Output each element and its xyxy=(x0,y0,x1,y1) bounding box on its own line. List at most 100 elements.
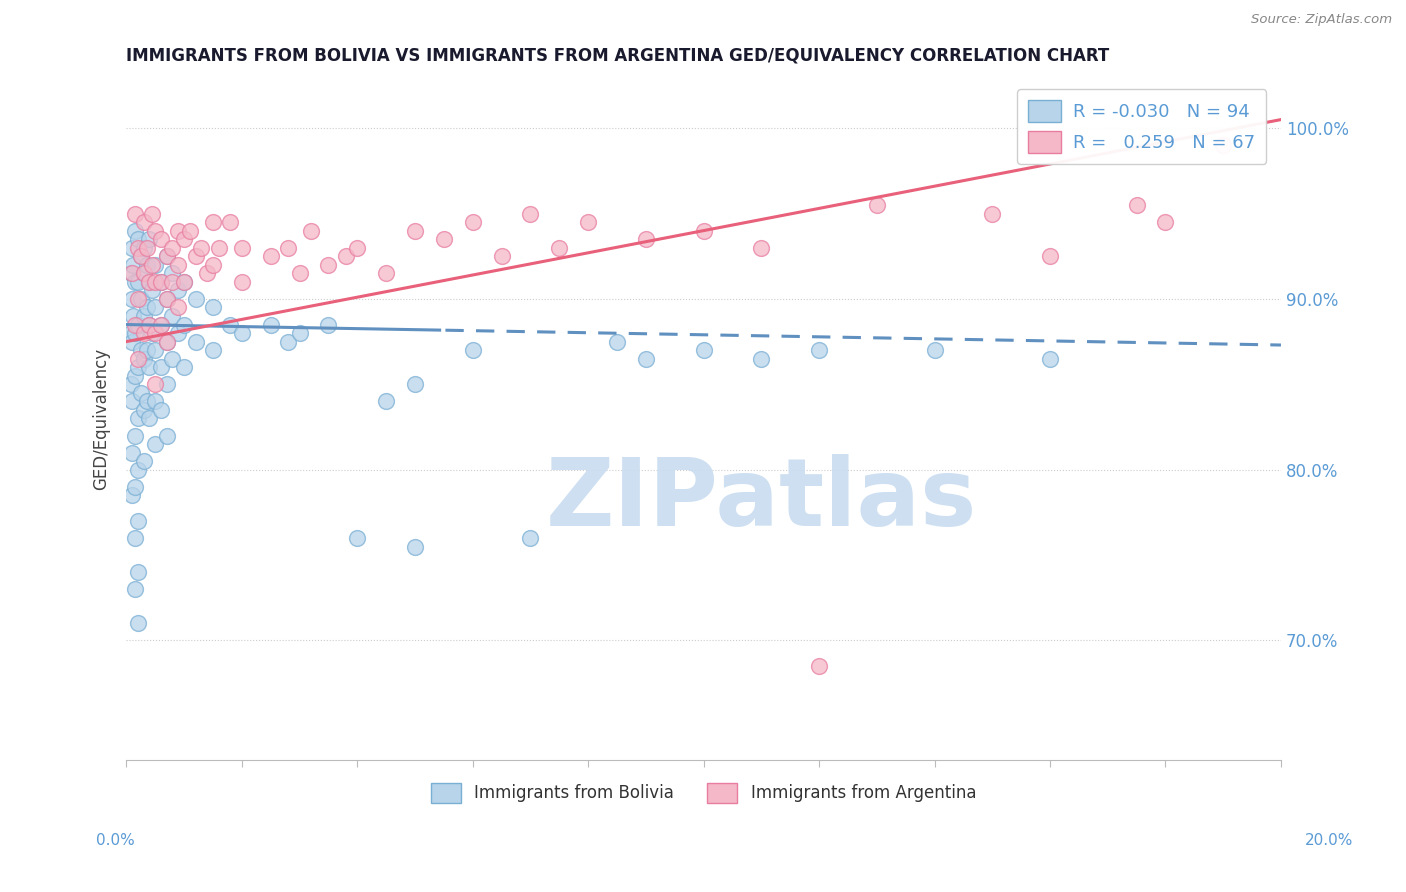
Point xyxy=(162,351,184,366)
Point xyxy=(461,215,484,229)
Point xyxy=(184,249,207,263)
Point xyxy=(138,275,160,289)
Point xyxy=(120,377,142,392)
Point xyxy=(149,318,172,332)
Point xyxy=(184,292,207,306)
Point xyxy=(127,411,149,425)
Point xyxy=(548,241,571,255)
Text: IMMIGRANTS FROM BOLIVIA VS IMMIGRANTS FROM ARGENTINA GED/EQUIVALENCY CORRELATION: IMMIGRANTS FROM BOLIVIA VS IMMIGRANTS FR… xyxy=(127,46,1109,64)
Point xyxy=(751,351,773,366)
Point xyxy=(143,275,166,289)
Text: ZIPatlas: ZIPatlas xyxy=(546,454,977,547)
Point xyxy=(149,403,172,417)
Point xyxy=(138,275,160,289)
Point xyxy=(129,249,152,263)
Point xyxy=(201,258,224,272)
Point xyxy=(149,318,172,332)
Point xyxy=(143,343,166,358)
Point xyxy=(127,565,149,579)
Point xyxy=(156,249,179,263)
Point xyxy=(404,540,426,554)
Point xyxy=(127,275,149,289)
Point xyxy=(231,275,253,289)
Point xyxy=(135,258,157,272)
Point xyxy=(132,351,155,366)
Point xyxy=(141,206,163,220)
Point xyxy=(162,266,184,280)
Point xyxy=(231,241,253,255)
Point xyxy=(124,275,146,289)
Point xyxy=(288,266,311,280)
Point xyxy=(277,241,299,255)
Point xyxy=(634,232,657,246)
Point xyxy=(127,318,149,332)
Point xyxy=(149,232,172,246)
Point xyxy=(127,463,149,477)
Point xyxy=(129,292,152,306)
Point xyxy=(606,334,628,349)
Point xyxy=(149,275,172,289)
Point xyxy=(201,343,224,358)
Point xyxy=(156,292,179,306)
Point xyxy=(132,403,155,417)
Point xyxy=(1212,138,1234,153)
Point xyxy=(404,377,426,392)
Point xyxy=(808,343,831,358)
Point xyxy=(201,215,224,229)
Point xyxy=(143,377,166,392)
Point xyxy=(173,275,195,289)
Point xyxy=(141,326,163,340)
Point xyxy=(141,258,163,272)
Point xyxy=(156,428,179,442)
Point xyxy=(143,301,166,315)
Point xyxy=(132,266,155,280)
Point xyxy=(124,582,146,597)
Point xyxy=(132,241,155,255)
Point xyxy=(124,428,146,442)
Point xyxy=(127,360,149,375)
Point xyxy=(195,266,218,280)
Point xyxy=(121,241,143,255)
Point xyxy=(124,224,146,238)
Point xyxy=(127,292,149,306)
Point xyxy=(124,480,146,494)
Point xyxy=(135,301,157,315)
Point xyxy=(132,215,155,229)
Point xyxy=(162,275,184,289)
Point xyxy=(519,206,541,220)
Point xyxy=(132,266,155,280)
Point xyxy=(519,531,541,545)
Point xyxy=(129,385,152,400)
Point xyxy=(143,326,166,340)
Point xyxy=(491,249,513,263)
Point xyxy=(121,334,143,349)
Point xyxy=(127,232,149,246)
Point xyxy=(132,309,155,323)
Point xyxy=(149,360,172,375)
Point xyxy=(259,249,281,263)
Text: 20.0%: 20.0% xyxy=(1305,833,1353,847)
Point xyxy=(127,351,149,366)
Point xyxy=(156,334,179,349)
Point xyxy=(167,224,190,238)
Point xyxy=(138,411,160,425)
Point xyxy=(375,394,398,409)
Point xyxy=(299,224,322,238)
Point xyxy=(121,445,143,459)
Point xyxy=(129,343,152,358)
Point xyxy=(318,318,340,332)
Point xyxy=(167,284,190,298)
Point xyxy=(122,309,145,323)
Point xyxy=(162,309,184,323)
Point xyxy=(219,215,242,229)
Point xyxy=(981,206,1004,220)
Point xyxy=(167,326,190,340)
Point xyxy=(259,318,281,332)
Point xyxy=(277,334,299,349)
Point xyxy=(124,531,146,545)
Point xyxy=(132,326,155,340)
Point xyxy=(751,241,773,255)
Point xyxy=(576,215,599,229)
Point xyxy=(167,301,190,315)
Point xyxy=(1125,198,1147,212)
